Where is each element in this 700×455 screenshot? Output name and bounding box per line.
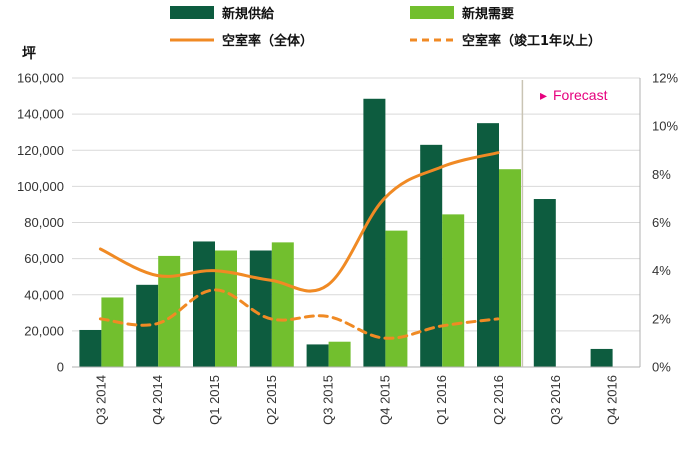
x-tick-label: Q4 2015 xyxy=(377,375,392,425)
bar-supply xyxy=(193,241,215,367)
x-tick-label: Q4 2014 xyxy=(150,375,165,425)
x-tick-labels: Q3 2014 Q4 2014 Q1 2015 Q2 2015 Q3 2015 Q4 20… xyxy=(93,375,619,425)
y-left-tick-label: 160,000 xyxy=(17,71,64,86)
x-tick-label: Q3 2016 xyxy=(548,375,563,425)
x-tick-label: Q4 2016 xyxy=(605,375,620,425)
bar-demand xyxy=(328,341,351,367)
y-right-tick-label: 10% xyxy=(652,119,678,134)
series-lines xyxy=(98,151,500,340)
bar-demand xyxy=(499,169,521,367)
legend-label-vacancy-1yr: 空室率（竣工1年以上） xyxy=(462,33,601,49)
bar-demand xyxy=(101,297,124,367)
x-tick-label: Q3 2015 xyxy=(321,375,336,425)
legend-swatch-demand xyxy=(410,6,454,19)
x-tick-label: Q2 2016 xyxy=(491,375,506,425)
y-right-tick-label: 12% xyxy=(652,71,678,86)
bar-demand xyxy=(271,242,294,367)
bar-demand xyxy=(442,214,465,367)
legend-item-vacancy-all: 空室率（全体） xyxy=(170,33,313,49)
legend-swatch-supply xyxy=(170,6,214,19)
y-left-tick-label: 100,000 xyxy=(17,179,64,194)
bar-supply xyxy=(477,123,499,367)
y-right-tick-label: 6% xyxy=(652,215,671,230)
legend-item-demand: 新規需要 xyxy=(410,6,514,22)
legend: 新規供給 新規需要 空室率（全体） 空室率（竣工1年以上） xyxy=(170,6,601,49)
legend-label-supply: 新規供給 xyxy=(222,6,275,22)
legend-item-vacancy-1yr: 空室率（竣工1年以上） xyxy=(410,33,601,49)
bar-demand xyxy=(385,230,408,367)
x-tick-label: Q1 2016 xyxy=(434,375,449,425)
y-unit-label: 坪 xyxy=(22,46,36,62)
y-right-ticks: 0% 2% 4% 6% 8% 10% 12% xyxy=(652,71,678,375)
legend-item-supply: 新規供給 xyxy=(170,6,275,22)
y-right-tick-label: 2% xyxy=(652,311,671,326)
bar-supply xyxy=(79,329,102,367)
bar-supply xyxy=(533,199,556,367)
legend-label-vacancy-all: 空室率（全体） xyxy=(222,33,313,49)
y-left-tick-label: 0 xyxy=(57,360,64,375)
y-left-tick-label: 80,000 xyxy=(24,215,64,230)
y-left-ticks: 0 20,000 40,000 60,000 80,000 100,000 120,000 1… xyxy=(17,71,64,375)
y-left-tick-label: 60,000 xyxy=(24,251,64,266)
bar-supply xyxy=(363,98,386,367)
bar-demand xyxy=(215,250,237,367)
y-right-tick-label: 4% xyxy=(652,263,671,278)
forecast-marker: ▸ xyxy=(540,87,547,103)
line-vacancy-1yr xyxy=(98,288,500,340)
y-left-tick-label: 20,000 xyxy=(24,323,64,338)
y-right-tick-label: 0% xyxy=(652,360,671,375)
y-left-tick-label: 140,000 xyxy=(17,107,64,122)
y-right-tick-label: 8% xyxy=(652,167,671,182)
axes xyxy=(72,78,641,368)
bar-supply xyxy=(420,144,443,367)
y-left-tick-label: 40,000 xyxy=(24,287,64,302)
x-tick-label: Q2 2015 xyxy=(264,375,279,425)
x-tick-label: Q1 2015 xyxy=(207,375,222,425)
bars xyxy=(79,98,613,367)
legend-label-demand: 新規需要 xyxy=(462,6,514,22)
forecast-label: ▸ Forecast xyxy=(540,87,608,103)
x-tick-label: Q3 2014 xyxy=(93,375,108,425)
bar-demand xyxy=(158,255,181,367)
bar-supply xyxy=(590,348,613,367)
line-vacancy-all xyxy=(98,151,500,293)
bar-supply xyxy=(306,344,329,367)
forecast-text: Forecast xyxy=(553,87,608,103)
y-left-tick-label: 120,000 xyxy=(17,143,64,158)
